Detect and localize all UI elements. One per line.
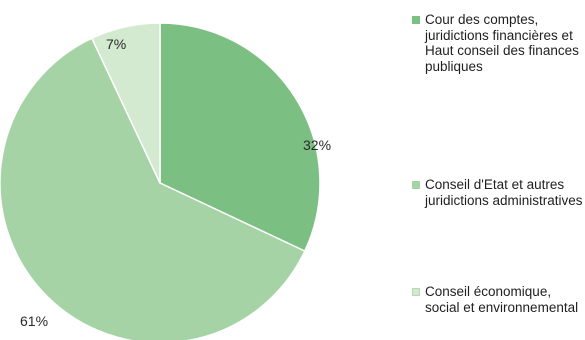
- pie-slice-2: [0, 37, 306, 340]
- legend: Cour des comptes, juridictions financièr…: [412, 0, 585, 340]
- legend-label-3: Conseil économique, social et environnem…: [425, 284, 579, 315]
- slice-data-label-1: 32%: [303, 137, 332, 153]
- legend-label-1: Cour des comptes, juridictions financièr…: [425, 12, 579, 74]
- legend-swatch-2: [412, 181, 420, 189]
- legend-swatch-3: [412, 288, 420, 296]
- slice-data-label-3: 7%: [106, 36, 127, 52]
- legend-label-2: Conseil d'Etat et autres juridictions ad…: [425, 177, 583, 208]
- pie-plot-area: [0, 22, 321, 340]
- pie-slice-1: [159, 22, 321, 253]
- slice-data-label-2: 61%: [20, 313, 49, 329]
- legend-swatch-1: [412, 16, 420, 24]
- pie-slice-3: [90, 22, 161, 184]
